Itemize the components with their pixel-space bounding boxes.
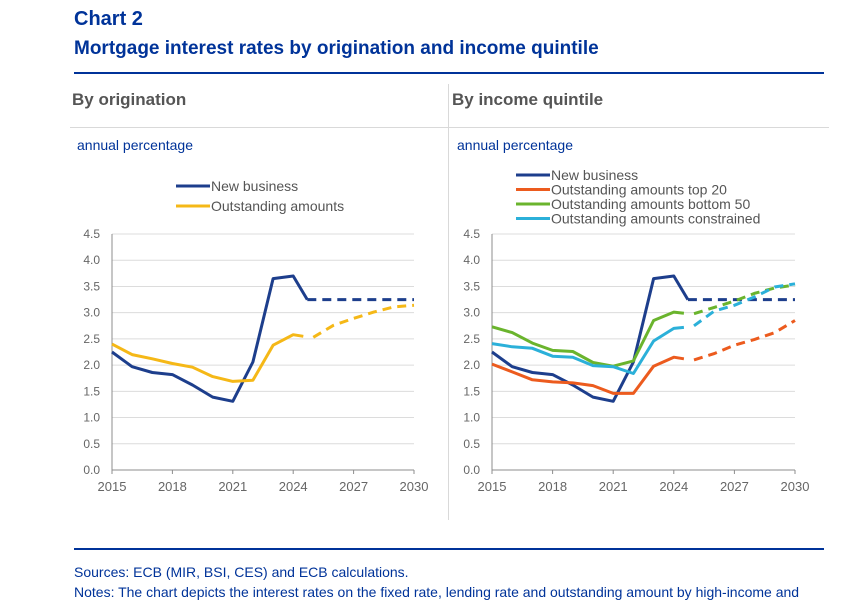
series-line-projection [693,282,796,328]
y-tick-label: 3.5 [83,279,100,293]
x-tick-label: 2030 [781,479,810,494]
series-line-actual [111,333,304,383]
x-tick-label: 2027 [339,479,368,494]
x-tick-label: 2024 [279,479,308,494]
x-tick-label: 2027 [720,479,749,494]
x-tick-label: 2015 [98,479,127,494]
legend-label: Outstanding amounts [211,198,344,214]
x-tick-label: 2030 [400,479,429,494]
y-tick-label: 1.0 [463,411,480,425]
chart-title: Mortgage interest rates by origination a… [74,38,599,59]
charts-canvas: 0.0 0.5 1.0 1.5 2.0 2.5 3.0 3.5 4.0 4.5 2015 2018 20… [83,167,810,494]
y-tick-label: 3.5 [463,279,480,293]
legend-label: Outstanding amounts top 20 [551,182,727,198]
y-tick-label: 1.5 [83,384,100,398]
x-tick-label: 2018 [538,479,567,494]
notes-text: Notes: The chart depicts the interest ra… [74,584,800,600]
x-tick-label: 2021 [218,479,247,494]
panel-rule-right [449,127,829,128]
series-line-projection [693,283,796,316]
y-tick-label: 0.0 [463,463,480,477]
title-rule [74,72,824,74]
unit-label-right: annual percentage [457,137,573,153]
y-tick-label: 2.0 [463,358,480,372]
y-tick-label: 4.5 [83,227,100,241]
chart-number: Chart 2 [74,8,143,30]
unit-label-left: annual percentage [77,137,193,153]
y-tick-label: 1.5 [463,384,480,398]
y-tick-label: 0.0 [83,463,100,477]
legend-label: Outstanding amounts bottom 50 [551,196,750,212]
series-line-actual [491,355,685,395]
footer-rule [74,548,824,550]
legend-label: Outstanding amounts constrained [551,211,760,227]
x-tick-label: 2021 [599,479,628,494]
x-tick-label: 2015 [478,479,507,494]
y-tick-label: 3.0 [463,306,480,320]
panel-title-income: By income quintile [452,90,604,109]
legend-label: New business [551,167,638,183]
y-tick-label: 4.0 [83,253,100,267]
y-tick-label: 1.0 [83,411,100,425]
y-tick-label: 0.5 [463,437,480,451]
series-line-actual [491,310,685,368]
y-tick-label: 4.0 [463,253,480,267]
series-line-projection [312,303,415,339]
series-line-actual [491,274,690,403]
y-tick-label: 2.0 [83,358,100,372]
x-tick-label: 2018 [158,479,187,494]
y-tick-label: 3.0 [83,306,100,320]
series-line-actual [111,274,309,403]
series-line-projection [693,319,796,362]
panel-rule-left [70,127,448,128]
x-tick-label: 2024 [659,479,688,494]
y-tick-label: 4.5 [463,227,480,241]
y-tick-label: 2.5 [463,332,480,346]
sources-text: Sources: ECB (MIR, BSI, CES) and ECB cal… [74,564,409,580]
legend-label: New business [211,178,298,194]
y-tick-label: 0.5 [83,437,100,451]
panel-title-origination: By origination [72,90,187,109]
series-line-actual [491,325,685,375]
y-tick-label: 2.5 [83,332,100,346]
panel-divider [448,84,449,520]
